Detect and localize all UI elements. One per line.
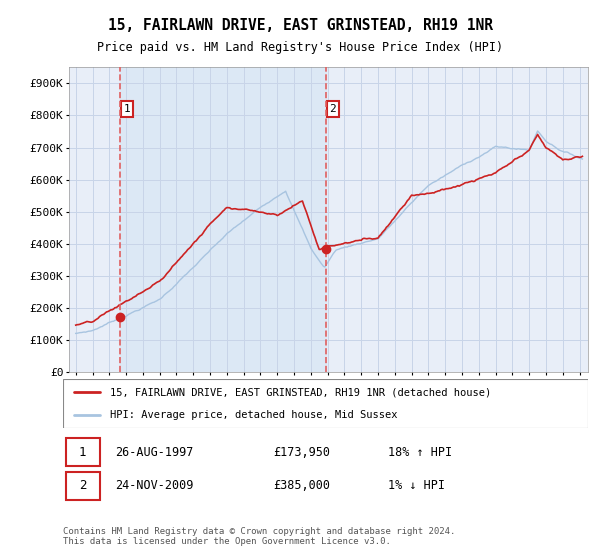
- FancyBboxPatch shape: [63, 379, 588, 428]
- Text: 1: 1: [79, 446, 86, 459]
- Text: 15, FAIRLAWN DRIVE, EAST GRINSTEAD, RH19 1NR (detached house): 15, FAIRLAWN DRIVE, EAST GRINSTEAD, RH19…: [110, 388, 491, 398]
- Text: £385,000: £385,000: [273, 479, 330, 492]
- Text: 1: 1: [124, 104, 130, 114]
- Text: 24-NOV-2009: 24-NOV-2009: [115, 479, 194, 492]
- Bar: [120, 67, 326, 372]
- Text: £173,950: £173,950: [273, 446, 330, 459]
- Text: 18% ↑ HPI: 18% ↑ HPI: [389, 446, 452, 459]
- Text: 2: 2: [79, 479, 86, 492]
- Text: 1% ↓ HPI: 1% ↓ HPI: [389, 479, 445, 492]
- Text: Contains HM Land Registry data © Crown copyright and database right 2024.
This d: Contains HM Land Registry data © Crown c…: [63, 526, 455, 546]
- Text: 2: 2: [329, 104, 336, 114]
- Text: 15, FAIRLAWN DRIVE, EAST GRINSTEAD, RH19 1NR: 15, FAIRLAWN DRIVE, EAST GRINSTEAD, RH19…: [107, 18, 493, 32]
- Text: Price paid vs. HM Land Registry's House Price Index (HPI): Price paid vs. HM Land Registry's House …: [97, 41, 503, 54]
- FancyBboxPatch shape: [65, 472, 100, 500]
- FancyBboxPatch shape: [65, 438, 100, 466]
- Text: 26-AUG-1997: 26-AUG-1997: [115, 446, 194, 459]
- Text: HPI: Average price, detached house, Mid Sussex: HPI: Average price, detached house, Mid …: [110, 410, 398, 420]
